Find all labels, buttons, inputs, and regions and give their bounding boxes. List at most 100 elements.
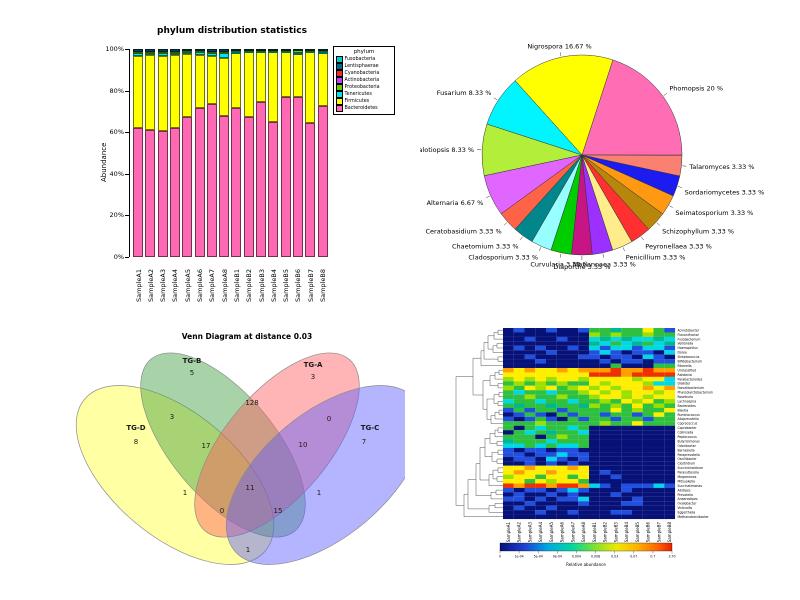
bar-segment-bacteroidetes — [317, 106, 328, 257]
heatmap-cell — [567, 483, 579, 488]
pie-label-tick — [485, 195, 490, 198]
heatmap-cell — [599, 363, 611, 369]
heatmap-cell — [632, 443, 643, 448]
heatmap-cell — [503, 412, 514, 417]
heatmap-cell — [642, 336, 654, 342]
heatmap-row-label: Peptococcus — [678, 435, 698, 439]
heatmap-cell — [513, 430, 525, 435]
heatmap-cell — [642, 328, 654, 333]
heatmap-cell — [546, 399, 557, 404]
heatmap-cell — [524, 332, 536, 337]
heatmap-cell — [653, 332, 665, 337]
heatmap-cell — [546, 412, 557, 417]
heatmap-cell — [610, 381, 622, 386]
heatmap-cell — [513, 403, 525, 408]
legend-swatch-icon — [336, 70, 343, 77]
heatmap-cell — [610, 425, 622, 431]
heatmap-cell — [653, 385, 665, 391]
heatmap-cell — [621, 456, 633, 462]
heatmap-cell — [556, 505, 568, 511]
heatmap-row-label: Lachnospira — [678, 400, 697, 404]
bar-segment-other — [157, 49, 168, 52]
heatmap-cell — [556, 510, 568, 515]
heatmap-cell — [524, 443, 536, 448]
heatmap-cell — [621, 470, 633, 475]
heatmap-cell — [578, 470, 590, 475]
heatmap-cell — [610, 501, 622, 506]
heatmap-cell — [632, 439, 643, 444]
heatmap-cell — [567, 367, 579, 373]
heatmap-cell — [610, 470, 622, 475]
heatmap-cell — [599, 514, 611, 520]
heatmap-cell — [556, 496, 568, 502]
heatmap-cell — [513, 483, 525, 488]
heatmap-cell — [653, 439, 665, 444]
heatmap-cell — [503, 332, 514, 337]
bar-segment-tenericutes — [145, 53, 156, 56]
heatmap-cell — [535, 376, 547, 382]
bar-segment-tenericutes — [231, 51, 242, 54]
y-tick — [125, 257, 129, 258]
heatmap-cell — [653, 394, 665, 400]
heatmap-cell — [578, 341, 590, 346]
heatmap-cell — [567, 501, 579, 506]
heatmap-cell — [556, 363, 568, 369]
heatmap-cell — [546, 354, 557, 360]
bar-segment-firmicutes — [206, 56, 217, 105]
heatmap-cell — [621, 425, 633, 431]
heatmap-cell — [578, 461, 590, 466]
heatmap-cell — [503, 447, 514, 453]
bar-segment-other — [133, 49, 143, 52]
venn-count: 11 — [246, 484, 255, 492]
legend-swatch-icon — [336, 63, 343, 70]
heatmap-cell — [567, 350, 579, 355]
venn-ellipse-tgb — [140, 352, 306, 538]
heatmap-row-label: Odoribacter — [678, 444, 697, 448]
heatmap-cell — [556, 456, 568, 462]
heatmap-cell — [546, 483, 557, 488]
heatmap-cell — [503, 501, 514, 506]
bar-segment-bacteroidetes — [292, 96, 303, 257]
heatmap-row-label: Anaerostipes — [678, 497, 699, 501]
heatmap-cell — [653, 465, 665, 471]
heatmap-cell — [546, 474, 557, 480]
heatmap-cell — [535, 470, 547, 475]
heatmap-cell — [599, 394, 611, 400]
heatmap-cell — [535, 359, 547, 364]
heatmap-cell — [610, 474, 622, 480]
heatmap-cell — [610, 430, 622, 435]
heatmap-column-label: SampleA2 — [517, 522, 522, 543]
heatmap-cell — [642, 390, 654, 395]
heatmap-cell — [653, 359, 665, 364]
heatmap-cell — [664, 421, 676, 426]
heatmap-cell — [556, 425, 568, 431]
heatmap-cell — [642, 496, 654, 502]
bar-segment-bacteroidetes — [194, 108, 205, 257]
pie-label: Mariannaea 3.33 % — [573, 261, 636, 269]
heatmap-cell — [503, 425, 514, 431]
heatmap-cell — [503, 510, 514, 515]
heatmap-cell — [578, 425, 590, 431]
heatmap-cell — [567, 461, 579, 466]
heatmap-cell — [567, 354, 579, 360]
heatmap-row-label: Oxalobacter — [678, 502, 698, 506]
heatmap-cell — [513, 372, 525, 377]
heatmap-cell — [556, 336, 568, 342]
heatmap-cell — [653, 447, 665, 453]
heatmap-cell — [567, 421, 579, 426]
heatmap-cell — [524, 416, 536, 422]
heatmap-cell — [599, 381, 611, 386]
heatmap-cell — [599, 501, 611, 506]
heatmap-cell — [589, 461, 600, 466]
heatmap-cell — [578, 332, 590, 337]
heatmap-cell — [556, 447, 568, 453]
x-label: SampleB7 — [306, 269, 315, 302]
heatmap-cell — [546, 336, 557, 342]
y-tick-label: 40% — [109, 169, 124, 178]
heatmap-cell — [621, 465, 633, 471]
heatmap-cell — [589, 336, 600, 342]
heatmap-cell — [664, 470, 676, 475]
heatmap-row-label: Paraprevotella — [678, 453, 700, 457]
heatmap-cell — [653, 328, 665, 333]
pie-label: Schizophyllum 3.33 % — [662, 227, 734, 235]
